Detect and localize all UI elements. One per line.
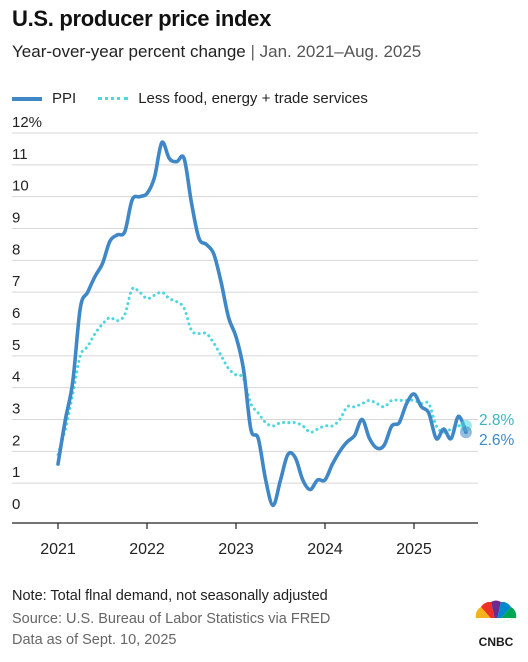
y-tick-label: 5 — [12, 337, 20, 354]
data-as-of: Data as of Sept. 10, 2025 — [12, 632, 177, 648]
y-tick-label: 8 — [12, 241, 20, 258]
y-tick-label: 4 — [12, 369, 20, 386]
y-tick-label: 0 — [12, 496, 20, 513]
legend-swatch-dotted-line — [98, 97, 129, 100]
y-tick-label: 7 — [12, 273, 20, 290]
source-line: Source: U.S. Bureau of Labor Statistics … — [12, 611, 331, 627]
subtitle-main: Year-over-year percent change — [12, 42, 246, 61]
y-axis-tick-labels: 0 1 2 3 4 5 6 7 8 9 10 11 12% — [12, 114, 42, 513]
y-tick-label: 12% — [12, 114, 42, 131]
series-line-ppi — [56, 140, 468, 508]
legend-label-core: Less food, energy + trade services — [138, 90, 368, 107]
footnote: Note: Total flnal demand, not seasonally… — [12, 588, 328, 604]
end-marker-ppi — [459, 426, 472, 439]
x-tick-label: 2023 — [218, 541, 254, 558]
series-lines — [56, 140, 468, 508]
legend-swatch-solid-line — [12, 96, 42, 101]
subtitle-separator: | — [250, 42, 255, 61]
line-chart: 0 1 2 3 4 5 6 7 8 9 10 11 12% 2021 2022 2023 2024 2025 2… — [12, 114, 515, 558]
end-label-core: 2.8% — [479, 412, 515, 429]
cnbc-peacock-logo: CNBC — [475, 600, 517, 649]
y-tick-label: 2 — [12, 432, 20, 449]
legend-label-ppi: PPI — [52, 90, 77, 107]
y-tick-label: 3 — [12, 401, 20, 418]
x-tick-label: 2025 — [396, 541, 432, 558]
y-tick-label: 1 — [12, 464, 20, 481]
y-tick-label: 6 — [12, 305, 20, 322]
legend-item-core: Less food, energy + trade services — [98, 90, 368, 107]
end-label-ppi: 2.6% — [479, 432, 515, 449]
y-tick-label: 11 — [12, 146, 28, 163]
x-tick-label: 2021 — [40, 541, 76, 558]
end-markers: 2.8% 2.6% — [459, 412, 515, 449]
series-line-core — [56, 286, 468, 456]
chart-title: U.S. producer price index — [12, 6, 272, 31]
x-tick-label: 2022 — [129, 541, 165, 558]
chart-legend: PPI Less food, energy + trade services — [12, 90, 390, 107]
y-tick-label: 10 — [12, 178, 29, 195]
logo-text: CNBC — [479, 635, 514, 649]
x-axis: 2021 2022 2023 2024 2025 — [12, 522, 478, 558]
y-tick-label: 9 — [12, 210, 20, 227]
subtitle-date-range: Jan. 2021–Aug. 2025 — [259, 42, 422, 61]
x-tick-label: 2024 — [307, 541, 343, 558]
chart-subtitle: Year-over-year percent change | Jan. 202… — [12, 42, 421, 62]
legend-item-ppi: PPI — [12, 90, 76, 107]
